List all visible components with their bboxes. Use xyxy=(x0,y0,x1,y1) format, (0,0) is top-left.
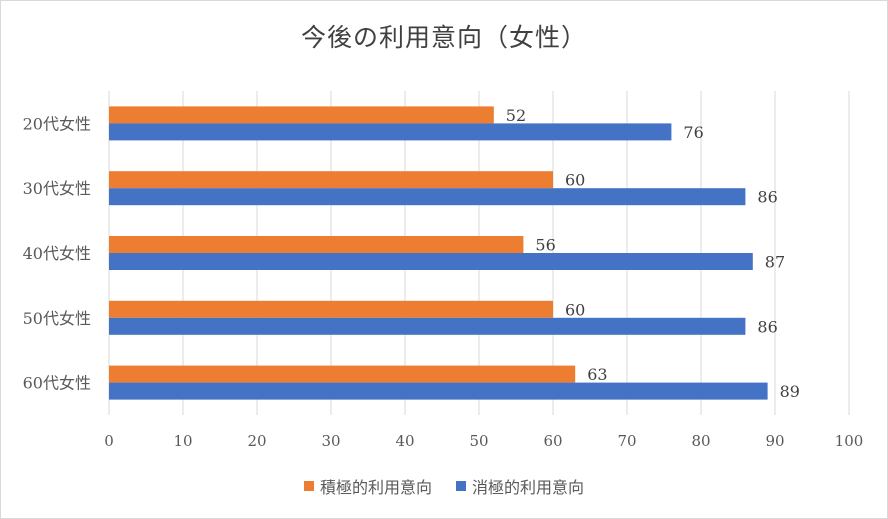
data-label: 86 xyxy=(757,317,777,336)
x-tick-label: 10 xyxy=(173,432,192,450)
x-tick-label: 30 xyxy=(321,432,340,450)
bar xyxy=(109,317,746,335)
bar xyxy=(109,123,672,141)
data-label: 60 xyxy=(565,300,585,319)
legend-swatch-negative xyxy=(456,481,466,491)
bar xyxy=(109,365,576,383)
data-label: 60 xyxy=(565,171,585,190)
bar xyxy=(109,253,753,270)
legend-label-positive: 積極的利用意向 xyxy=(319,478,432,497)
data-label: 76 xyxy=(683,123,703,142)
x-tick-label: 90 xyxy=(765,432,784,450)
x-tick-label: 50 xyxy=(469,432,488,450)
chart-title: 今後の利用意向（女性） xyxy=(300,23,587,52)
x-tick-label: 40 xyxy=(395,432,414,450)
x-tick-label: 60 xyxy=(543,432,562,450)
y-tick-label: 50代女性 xyxy=(23,309,91,328)
data-label: 52 xyxy=(506,106,526,125)
data-label: 56 xyxy=(535,236,555,255)
legend: 積極的利用意向 消極的利用意向 xyxy=(0,474,888,498)
legend-item-positive: 積極的利用意向 xyxy=(303,474,432,498)
data-label: 89 xyxy=(780,382,800,401)
data-label: 63 xyxy=(587,365,607,384)
data-label: 87 xyxy=(765,253,785,272)
bar xyxy=(109,382,768,400)
y-tick-label: 30代女性 xyxy=(23,179,91,198)
x-tick-label: 100 xyxy=(835,432,864,450)
y-tick-label: 60代女性 xyxy=(23,374,91,393)
x-tick-label: 20 xyxy=(247,432,266,450)
y-tick-label: 20代女性 xyxy=(23,114,91,133)
x-tick-label: 70 xyxy=(617,432,636,450)
legend-item-negative: 消極的利用意向 xyxy=(456,474,584,498)
y-tick-label: 40代女性 xyxy=(23,244,91,263)
legend-swatch-positive xyxy=(303,481,314,491)
x-tick-label: 80 xyxy=(691,432,710,450)
bar xyxy=(109,236,524,253)
legend-label-negative: 消極的利用意向 xyxy=(472,478,585,497)
bar xyxy=(109,300,553,318)
data-label: 86 xyxy=(757,188,777,207)
bar xyxy=(109,171,553,189)
bar xyxy=(109,188,746,206)
bar xyxy=(109,106,494,124)
x-tick-label: 0 xyxy=(104,432,114,450)
